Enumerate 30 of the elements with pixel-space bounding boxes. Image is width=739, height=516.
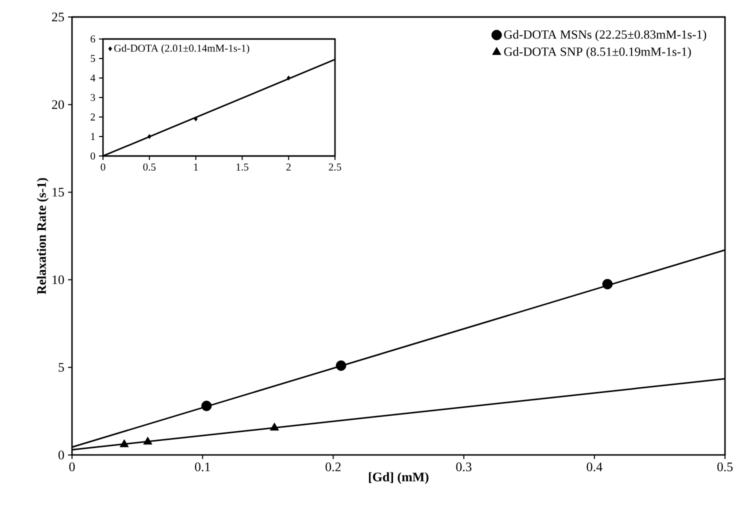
y-tick-label: 10 [52,275,64,284]
x-tick-label: 0.3 [456,462,472,472]
y-tick-label: 0 [58,450,64,460]
legend-label: Gd-DOTA (2.01±0.14mM-1s-1) [114,44,250,54]
x-tick-label: 0.1 [194,462,210,472]
y-tick-label: 15 [52,188,64,197]
y-tick-label: 5 [58,363,64,372]
y-tick-label: 20 [52,100,64,109]
x-tick-label: 1 [194,164,198,170]
x-axis-title: [Gd] (mM) [368,472,428,484]
legend-label: Gd-DOTA MSNs (22.25±0.83mM-1s-1) [504,30,706,42]
x-tick-label: 2.5 [328,164,342,171]
y-tick-label: 0 [90,152,96,160]
x-tick-label: 0.4 [586,462,602,472]
x-tick-label: 2 [286,164,291,170]
x-tick-label: 0 [69,462,75,472]
y-tick-label: 25 [52,12,64,22]
y-tick-label: 6 [90,35,96,43]
y-tick-label: 1 [91,133,95,140]
y-tick-label: 5 [90,55,96,62]
y-tick-label: 2 [90,114,95,120]
legend-label: Gd-DOTA SNP (8.51±0.19mM-1s-1) [504,47,691,58]
y-tick-label: 3 [90,94,96,102]
x-tick-label: 1.5 [236,164,248,171]
x-tick-label: 0.5 [143,164,156,171]
x-tick-label: 0 [100,164,106,171]
y-axis-title: Relaxation Rate (s-1) [36,178,49,294]
x-tick-label: 0.5 [717,462,733,472]
x-tick-label: 0.2 [326,462,341,472]
y-tick-label: 4 [90,74,96,82]
